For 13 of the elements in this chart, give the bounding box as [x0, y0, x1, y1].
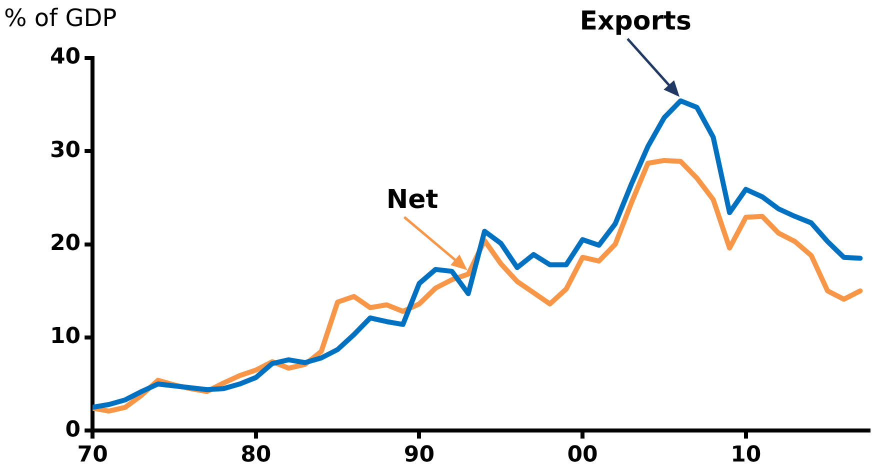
annotation: Net	[386, 184, 438, 215]
annotation: Exports	[580, 6, 692, 37]
x-tick-label: 00	[567, 442, 598, 468]
y-tick-label: 20	[50, 231, 81, 256]
y-tick-label: 0	[65, 417, 81, 442]
x-tick-label: 70	[77, 442, 108, 468]
x-tick-label: 10	[730, 442, 762, 468]
x-tick-label: 80	[240, 442, 272, 468]
y-axis-title: % of GDP	[4, 4, 117, 32]
x-tick-label: 90	[404, 442, 435, 468]
y-tick-label: 30	[50, 138, 81, 163]
y-tick-label: 10	[50, 324, 81, 350]
y-tick-label: 40	[50, 44, 81, 70]
